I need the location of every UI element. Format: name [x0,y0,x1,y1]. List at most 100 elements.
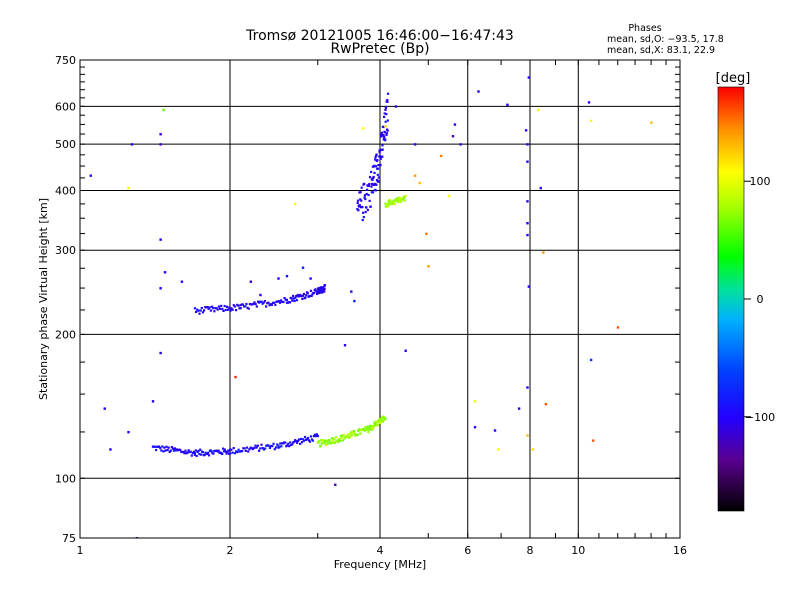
echo-point-43 [473,426,477,429]
trace-2-point-17 [213,310,216,313]
trace-0-point-132 [286,444,289,447]
trace-2 [193,284,327,315]
x-tick-label-5: 10 [571,544,585,557]
trace-3-point-121 [386,119,389,122]
trace-2-point-46 [245,302,248,306]
trace-1-point-94 [372,425,376,428]
trace-2-point-78 [282,300,285,304]
trace-3-point-74 [377,180,380,183]
trace-0-point-115 [268,446,272,450]
trace-0-point-39 [192,450,195,453]
trace-2-point-32 [230,307,233,310]
trace-2-point-104 [302,292,306,296]
trace-2-point-115 [311,293,314,296]
trace-3-point-64 [375,153,378,156]
echo-point-41 [459,143,462,146]
trace-0-point-77 [225,452,228,455]
trace-3-point-93 [381,155,384,158]
trace-0-point-33 [186,451,189,454]
echo-point-25 [343,344,347,347]
trace-1-point-57 [353,432,356,435]
echo-point-15 [180,280,184,283]
trace-2-point-81 [285,298,288,302]
x-tick-labels: 1 2 4 6 8 10 16 [77,544,688,557]
trace-1-point-21 [330,437,334,440]
trace-0-point-125 [279,442,282,445]
trace-1-point-33 [339,439,342,443]
trace-2-point-12 [207,307,210,310]
trace-3-point-27 [366,188,369,191]
trace-2-point-62 [263,300,267,303]
trace-3-point-59 [374,156,377,159]
trace-3-point-98 [382,125,385,129]
trace-2-point-101 [300,294,303,297]
trace-0 [151,433,319,458]
trace-2-point-107 [305,294,308,297]
trace-3-point-14 [361,205,364,209]
trace-4-point-37 [402,196,406,199]
trace-0-point-7 [159,446,162,450]
trace-1-point-24 [332,437,336,440]
trace-2-point-6 [200,306,203,310]
trace-0-point-50 [201,451,204,454]
trace-2-point-52 [252,302,255,305]
trace-1-point-8 [322,440,325,443]
trace-1-point-20 [330,441,333,445]
trace-1-point-38 [342,433,345,436]
trace-2-point-16 [212,307,215,310]
trace-3-point-22 [364,198,367,201]
trace-0-point-30 [183,452,186,455]
trace-0-point-12 [164,449,167,452]
trace-3-point-109 [384,108,387,112]
trace-2-point-24 [221,307,224,311]
trace-4-point-29 [398,196,402,200]
trace-0-point-91 [239,450,243,453]
trace-0-point-149 [302,439,306,442]
trace-0-point-90 [238,450,241,453]
trace-0-point-87 [235,450,238,453]
trace-1-point-23 [332,441,335,444]
trace-0-point-126 [280,445,283,448]
trace-0-point-52 [203,453,206,457]
trace-0-point-86 [233,452,237,455]
colorbar-tick-label-2: −100 [745,411,775,424]
trace-3-point-2 [356,199,360,202]
trace-1-point-34 [339,434,342,437]
trace-2-point-18 [214,306,217,310]
trace-3-point-116 [385,132,388,135]
trace-3-point-37 [369,205,372,208]
trace-0-point-82 [229,448,232,451]
trace-0-point-10 [162,450,165,453]
trace-1-point-2 [318,440,321,443]
trace-2-point-161 [323,287,326,290]
trace-0-point-144 [298,438,301,441]
trace-1-point-108 [378,418,381,421]
trace-3-point-16 [362,211,365,214]
trace-0-point-119 [273,448,276,451]
trace-0-point-124 [278,446,281,449]
echo-point-55 [527,285,531,288]
echo-point-23 [309,277,312,280]
trace-0-point-89 [237,448,240,451]
trace-2-point-114 [310,294,313,298]
trace-0-point-96 [245,446,249,449]
trace-2-point-106 [304,296,307,299]
trace-0-point-29 [182,450,185,454]
trace-2-point-29 [226,308,230,311]
echo-point-60 [536,108,540,112]
trace-0-point-40 [193,451,197,455]
trace-1-point-27 [335,436,338,439]
trace-4-point-8 [388,203,391,206]
trace-3-point-35 [368,175,372,179]
echo-point-17 [249,280,253,283]
trace-3-point-15 [361,218,364,222]
trace-3-point-32 [367,184,371,188]
stats-header: Phases [628,23,661,34]
trace-3-point-82 [379,149,382,152]
trace-3-point-39 [370,185,373,188]
trace-1-point-30 [337,440,340,443]
trace-1-point-52 [350,430,353,434]
trace-0-point-146 [299,437,303,441]
trace-0-point-93 [242,447,245,450]
y-tick-label-7: 750 [55,54,76,67]
